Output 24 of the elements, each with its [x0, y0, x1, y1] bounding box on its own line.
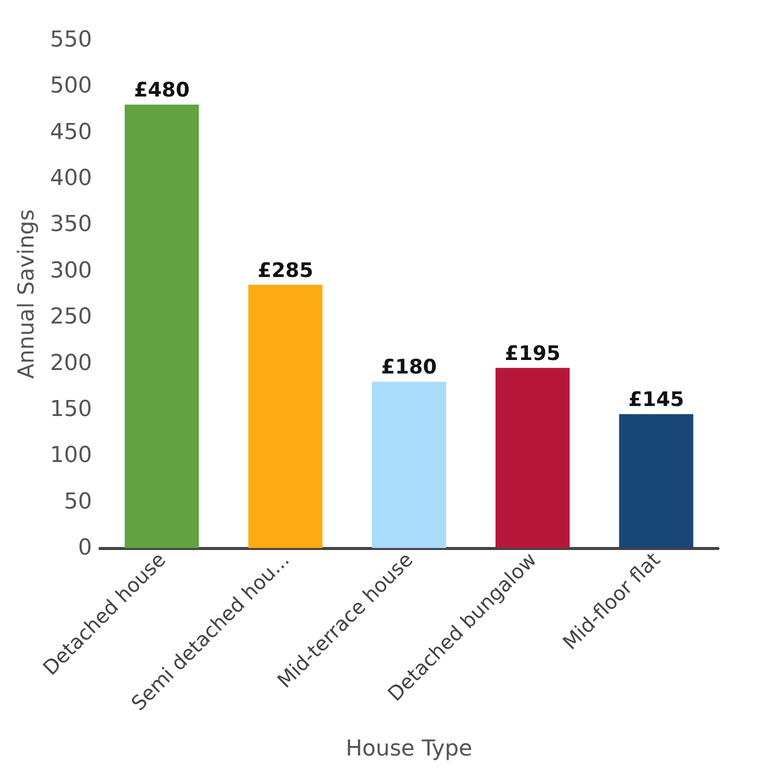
bar [248, 284, 322, 548]
y-tick-label: 300 [50, 258, 92, 284]
data-label: £285 [258, 258, 314, 282]
y-tick-label: 150 [50, 396, 92, 422]
data-label: £145 [628, 387, 684, 412]
y-tick-label: 0 [78, 536, 92, 560]
y-tick-label: 350 [50, 212, 92, 238]
bar [496, 368, 570, 548]
y-tick-label: 200 [50, 350, 92, 376]
y-tick-label: 450 [50, 120, 92, 145]
bar [372, 382, 446, 548]
y-tick-label: 550 [50, 28, 92, 52]
y-tick-label: 400 [50, 166, 92, 192]
data-label: £180 [381, 354, 437, 379]
data-label: £195 [504, 340, 560, 365]
data-label: £480 [134, 78, 190, 102]
y-tick-label: 250 [50, 304, 92, 330]
y-tick-label: 50 [64, 489, 92, 514]
bar [124, 104, 199, 548]
y-axis-title: Annual Savings [14, 209, 40, 379]
y-tick-label: 100 [50, 443, 92, 468]
y-tick-label: 500 [50, 74, 92, 99]
bar [619, 414, 694, 548]
x-axis-title: House Type [346, 736, 472, 762]
